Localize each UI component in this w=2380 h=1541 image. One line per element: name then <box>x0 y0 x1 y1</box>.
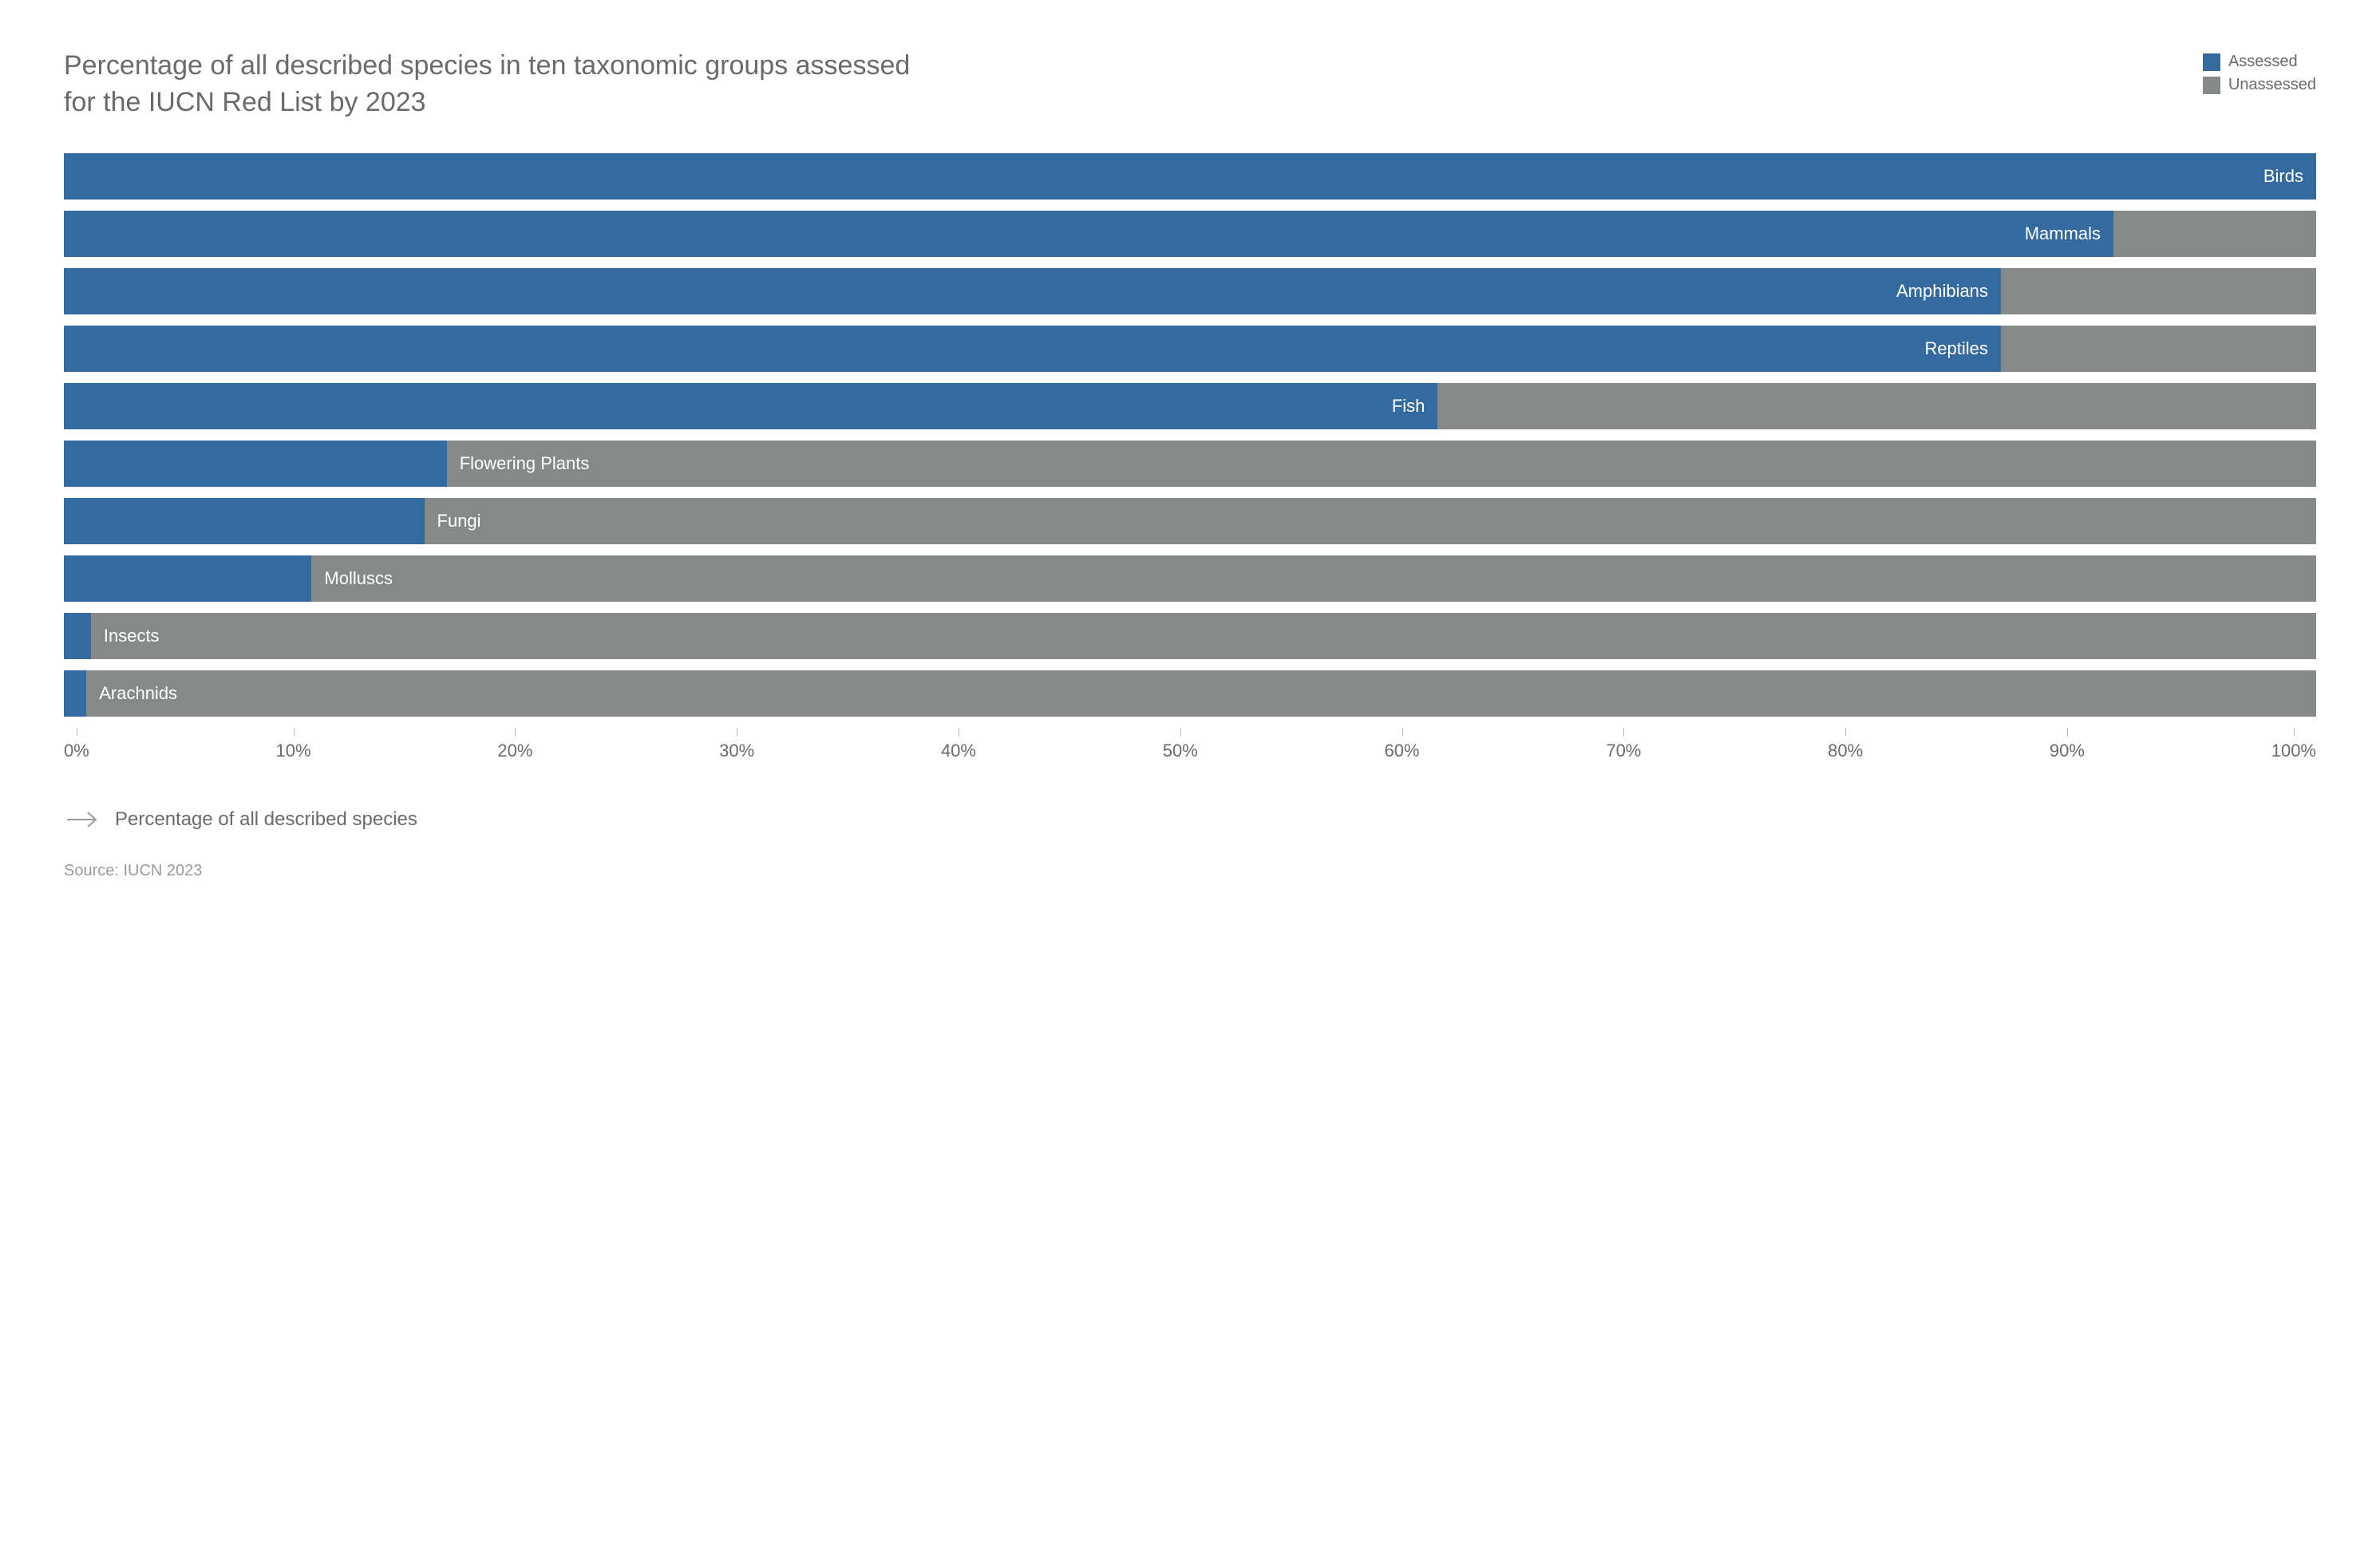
axis-tick: 50% <box>1163 741 1198 761</box>
axis-tick: 20% <box>497 741 532 761</box>
bar-row: Reptiles <box>64 326 2316 372</box>
legend-item: Unassessed <box>2203 76 2316 94</box>
bar-fill-assessed <box>64 383 1437 429</box>
legend: Assessed Unassessed <box>2203 48 2316 94</box>
bar-fill-assessed <box>64 153 2316 200</box>
axis-tick: 80% <box>1828 741 1863 761</box>
bar-fill-assessed <box>64 211 2113 257</box>
bar-label: Fungi <box>425 511 481 531</box>
bar-label: Flowering Plants <box>447 453 590 474</box>
bar-row: Birds <box>64 153 2316 200</box>
bar-row: Flowering Plants <box>64 441 2316 487</box>
bar-fill-assessed <box>64 613 91 659</box>
chart-container: Percentage of all described species in t… <box>64 48 2316 880</box>
axis-tick: 30% <box>719 741 754 761</box>
bar-label: Fish <box>1392 396 1438 417</box>
axis-tick: 10% <box>276 741 311 761</box>
bar-row: Fish <box>64 383 2316 429</box>
bar-row: Mammals <box>64 211 2316 257</box>
axis-tick: 90% <box>2050 741 2085 761</box>
x-axis-label-row: Percentage of all described species <box>64 801 2316 838</box>
axis-tick: 70% <box>1606 741 1641 761</box>
bar-label: Insects <box>91 626 160 646</box>
bar-fill-assessed <box>64 268 2001 314</box>
axis-tick: 0% <box>64 741 89 761</box>
x-axis: 0% 10% 20% 30% 40% 50% 60% 70% 80% 90% 100% <box>64 741 2316 772</box>
bar-row: Fungi <box>64 498 2316 544</box>
bars-area: Birds Mammals Amphibians Reptiles Fish Flower… <box>64 153 2316 717</box>
axis-tick: 60% <box>1385 741 1420 761</box>
bar-fill-assessed <box>64 441 447 487</box>
legend-label: Assessed <box>2228 53 2298 71</box>
axis-arrow-icon <box>64 801 101 838</box>
bar-row: Molluscs <box>64 555 2316 602</box>
bar-fill-assessed <box>64 326 2001 372</box>
bar-label: Birds <box>2263 166 2316 187</box>
bar-label: Mammals <box>2025 223 2113 244</box>
bar-label: Reptiles <box>1924 338 2000 359</box>
bar-label: Amphibians <box>1896 281 2001 302</box>
legend-label: Unassessed <box>2228 76 2316 94</box>
bar-row: Insects <box>64 613 2316 659</box>
bar-row: Arachnids <box>64 670 2316 717</box>
bar-label: Arachnids <box>86 683 177 704</box>
bar-row: Amphibians <box>64 268 2316 314</box>
bar-fill-assessed <box>64 498 425 544</box>
chart-header: Percentage of all described species in t… <box>64 48 2316 121</box>
bar-fill-assessed <box>64 670 86 717</box>
source-text: Source: IUCN 2023 <box>64 862 2316 880</box>
axis-tick: 40% <box>941 741 976 761</box>
x-axis-label: Percentage of all described species <box>115 808 417 831</box>
legend-swatch <box>2203 53 2220 71</box>
bar-label: Molluscs <box>311 568 393 589</box>
bar-fill-assessed <box>64 555 311 602</box>
axis-tick: 100% <box>2271 741 2316 761</box>
legend-item: Assessed <box>2203 53 2316 71</box>
legend-swatch <box>2203 77 2220 94</box>
chart-title: Percentage of all described species in t… <box>64 48 942 121</box>
